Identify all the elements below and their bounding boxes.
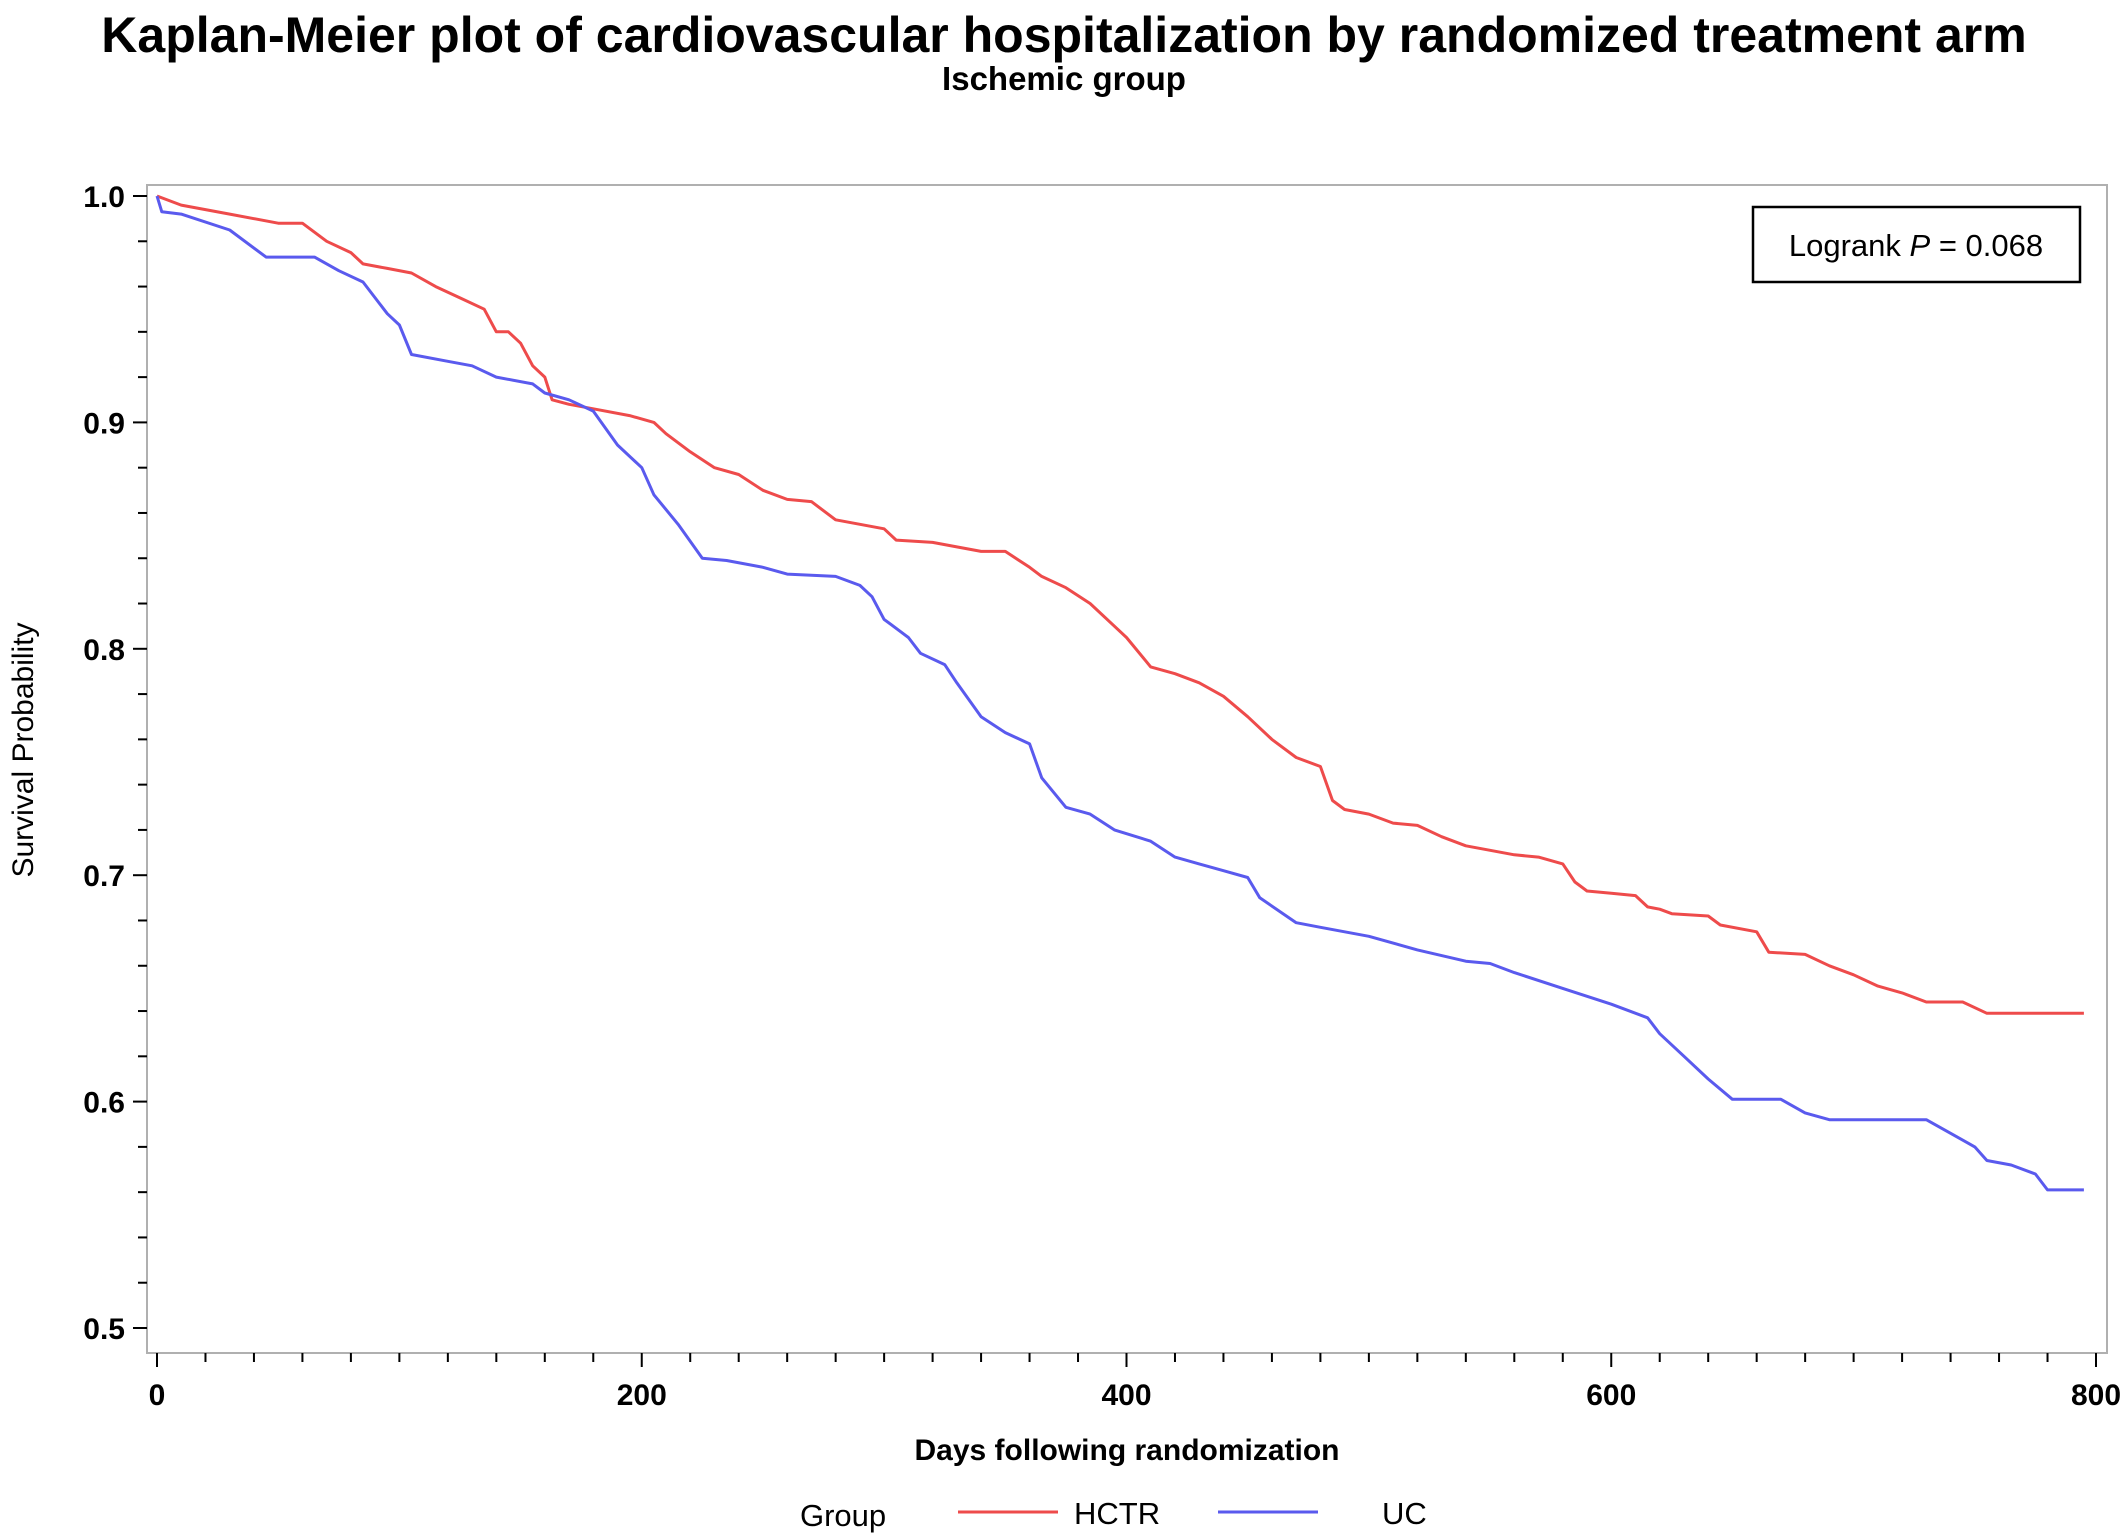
x-tick-label: 600 — [1586, 1379, 1636, 1412]
y-axis: 0.5 0.6 0.7 0.8 0.9 1.0 — [83, 181, 147, 1346]
chart-subtitle: Ischemic group — [942, 60, 1186, 97]
logrank-annotation: Logrank P = 0.068 — [1751, 205, 2082, 284]
legend: Group HCTR UC — [800, 1496, 1427, 1533]
y-tick-label: 0.8 — [83, 634, 125, 667]
y-axis-label: Survival Probability — [7, 622, 40, 877]
logrank-prefix: Logrank — [1789, 228, 1910, 263]
logrank-p-symbol: P — [1910, 228, 1931, 263]
logrank-text: Logrank P = 0.068 — [1789, 228, 2043, 263]
logrank-box — [1751, 205, 2082, 284]
series-layer — [155, 194, 2084, 1192]
x-axis-label: Days following randomization — [914, 1434, 1339, 1467]
x-tick-label: 800 — [2071, 1379, 2121, 1412]
logrank-value: = 0.068 — [1930, 228, 2043, 263]
x-tick-label: 0 — [149, 1379, 166, 1412]
x-tick-label: 400 — [1101, 1379, 1151, 1412]
series-line-hctr — [156, 194, 2084, 1015]
legend-title: Group — [800, 1498, 886, 1533]
y-tick-label: 0.5 — [83, 1313, 125, 1346]
y-tick-label: 0.9 — [83, 407, 125, 440]
legend-label-uc: UC — [1382, 1496, 1427, 1531]
series-line-uc — [155, 195, 2084, 1192]
x-axis: 0 200 400 600 800 — [149, 1353, 2121, 1412]
legend-label-hctr: HCTR — [1074, 1496, 1160, 1531]
y-tick-label: 0.6 — [83, 1087, 125, 1120]
y-tick-label: 0.7 — [83, 860, 125, 893]
y-tick-label: 1.0 — [83, 181, 125, 214]
x-tick-label: 200 — [617, 1379, 667, 1412]
chart-title: Kaplan-Meier plot of cardiovascular hosp… — [101, 7, 2027, 63]
